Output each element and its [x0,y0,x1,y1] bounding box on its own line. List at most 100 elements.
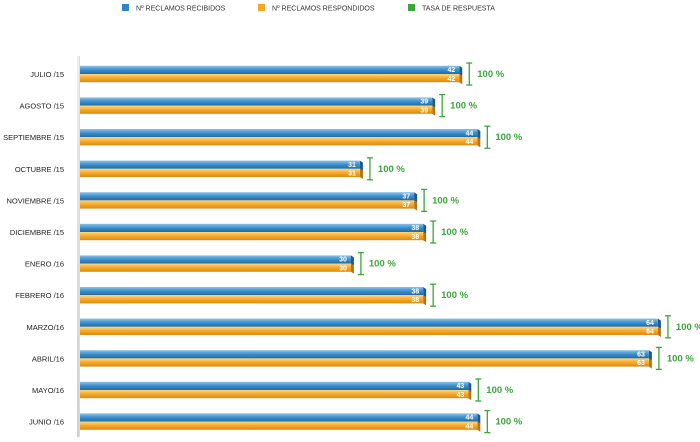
bar-responded-side [477,137,481,148]
legend-responded-swatch [258,4,265,11]
bar-received-side [648,350,652,361]
data-label-responded: 64 [646,329,654,336]
category-label: MARZO/16 [26,323,64,332]
legend-response-rate-item: TASA DE RESPUESTA [408,4,495,13]
bar-received [80,381,469,390]
bar-responded-side [423,295,427,306]
category-label: JUNIO /16 [29,418,64,427]
legend: Nº RECLAMOS RECIBIDOS Nº RECLAMOS RESPOND… [122,4,495,13]
bar-responded-side [432,105,436,116]
category-label: JULIO /15 [30,70,64,79]
response-rate-bracket [430,283,437,307]
response-rate-bracket [475,378,482,402]
bar-received-side [414,192,418,203]
response-rate-label: 100 % [378,164,405,175]
data-label-received: 44 [466,130,474,137]
bar-received [80,413,478,422]
bar-responded [80,390,469,399]
response-rate-label: 100 % [432,195,459,206]
response-rate-bracket [655,346,662,371]
data-label-received: 64 [646,320,654,327]
data-label-responded: 42 [447,76,455,83]
bar-received [80,192,415,201]
response-rate-label: 100 % [676,322,700,333]
bar-responded [80,232,424,241]
bar-responded [80,137,478,146]
legend-response-rate-swatch [408,4,415,11]
legend-response-rate-label: TASA DE RESPUESTA [422,6,495,13]
bar-responded [80,263,351,272]
response-rate-label: 100 % [369,259,396,270]
data-label-received: 63 [637,352,645,359]
data-label-received: 31 [348,162,356,169]
legend-received-swatch [122,4,129,11]
bar-received-side [477,129,481,140]
response-rate-bracket [430,220,437,244]
response-rate-bracket [484,125,491,149]
response-rate-label: 100 % [441,227,468,238]
bar-received-side [423,223,427,234]
bar-received-side [468,381,472,392]
bar-responded [80,200,415,209]
data-label-received: 37 [402,194,410,201]
bar-received [80,223,424,232]
bar-received [80,287,424,296]
row-septiembre-15: SEPTIEMBRE /15 44 44 100 % [3,125,523,149]
data-label-received: 38 [411,288,419,295]
legend-received-label: Nº RECLAMOS RECIBIDOS [136,6,226,13]
row-julio-15: JULIO /15 42 42 100 % [30,62,505,86]
data-label-responded: 38 [411,234,419,241]
bar-responded-side [459,74,463,85]
response-rate-label: 100 % [486,385,513,396]
bar-responded-side [359,168,363,179]
bar-responded [80,421,478,430]
bar-responded [80,105,433,114]
row-marzo-16: MARZO/16 64 64 100 % [26,315,700,339]
response-rate-label: 100 % [477,69,504,80]
response-rate-label: 100 % [441,290,468,301]
data-label-received: 39 [420,99,428,106]
bar-received-side [459,65,463,76]
row-octubre-15: OCTUBRE /15 31 31 100 % [15,157,405,181]
data-label-responded: 44 [466,139,474,146]
bar-responded [80,358,649,367]
legend-received-item: Nº RECLAMOS RECIBIDOS [122,4,226,13]
data-label-responded: 30 [339,265,347,272]
row-diciembre-15: DICIEMBRE /15 38 38 100 % [10,220,469,244]
bar-received [80,160,360,169]
legend-responded-label: Nº RECLAMOS RESPONDIDOS [272,6,375,13]
data-label-received: 30 [339,257,347,264]
bar-responded-side [423,232,427,243]
response-rate-label: 100 % [450,101,477,112]
bar-received-side [350,255,354,266]
data-label-received: 42 [447,67,455,74]
response-rate-bracket [466,62,473,86]
response-rate-bracket [484,409,491,434]
response-rate-bracket [421,188,428,213]
bar-responded-side [657,326,661,337]
bar-received [80,318,658,327]
response-rate-label: 100 % [495,417,522,428]
bar-responded [80,168,360,177]
bar-received-side [359,160,363,171]
y-axis-shade [77,56,79,437]
category-label: NOVIEMBRE /15 [6,196,64,205]
bar-received-side [432,97,436,108]
response-rate-bracket [357,251,364,276]
data-label-responded: 63 [637,360,645,367]
response-rate-bracket [439,93,446,118]
category-label: FEBRERO /16 [15,291,64,300]
response-rate-bracket [664,315,671,339]
data-label-responded: 31 [348,171,356,178]
data-label-responded: 37 [402,202,410,209]
category-label: MAYO/16 [32,386,64,395]
bar-responded [80,74,460,83]
response-rate-label: 100 % [667,353,694,364]
row-mayo-16: MAYO/16 43 43 100 % [32,378,514,402]
bar-received [80,65,460,74]
row-febrero-16: FEBRERO /16 38 38 100 % [15,283,469,307]
